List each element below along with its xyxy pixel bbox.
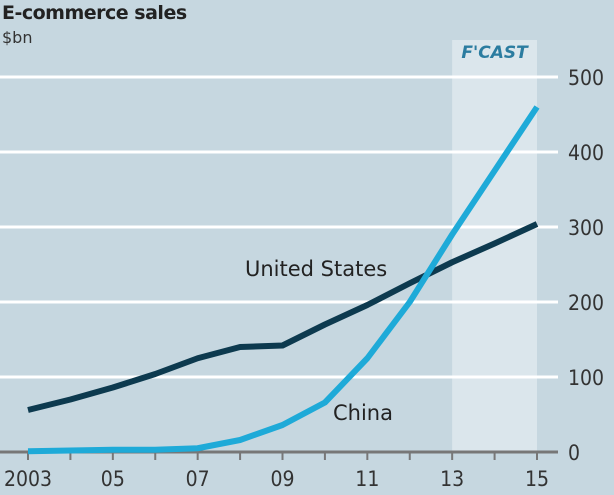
y-tick-label: 400: [568, 141, 604, 165]
y-tick-label: 0: [568, 441, 580, 465]
x-tick-label: 07: [186, 467, 210, 491]
x-tick-label: 13: [440, 467, 464, 491]
x-tick-label: 05: [101, 467, 125, 491]
series-label-china: China: [333, 401, 393, 425]
y-tick-label: 300: [568, 216, 604, 240]
x-tick-label: 15: [525, 467, 549, 491]
x-tick-label: 2003: [4, 467, 52, 491]
y-tick-label: 100: [568, 366, 604, 390]
x-tick-label: 09: [270, 467, 294, 491]
series-label-united-states: United States: [245, 257, 387, 281]
forecast-label: F'CAST: [461, 43, 529, 63]
x-tick-label: 11: [355, 467, 379, 491]
y-tick-label: 500: [568, 66, 604, 90]
chart-title: E-commerce sales: [2, 2, 187, 24]
series-line-united-states: [27, 221, 539, 413]
series-line-china: [27, 105, 540, 455]
y-axis-unit: $bn: [2, 28, 33, 47]
y-tick-label: 200: [568, 291, 604, 315]
